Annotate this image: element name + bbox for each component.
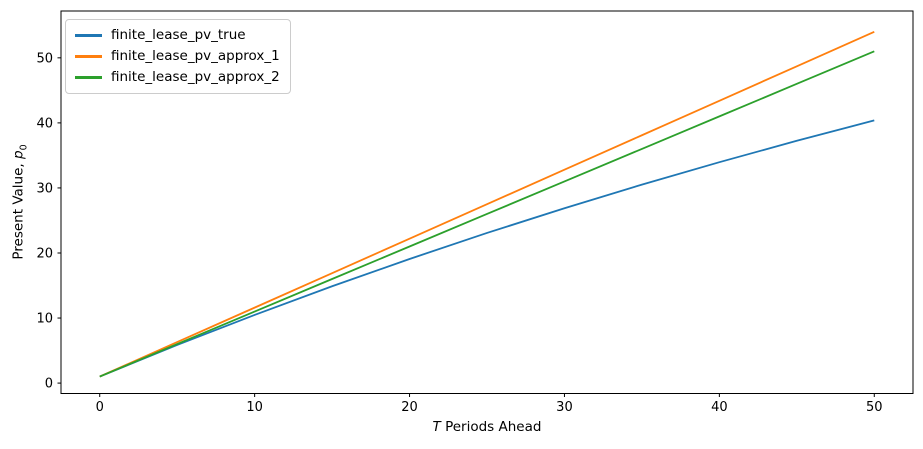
x-tick-label: 10 — [246, 400, 263, 415]
series-line-finite_lease_pv_true — [99, 119, 875, 378]
x-tick-label: 50 — [866, 400, 883, 415]
legend-label: finite_lease_pv_approx_2 — [111, 69, 280, 85]
legend-line-swatch — [75, 55, 102, 58]
y-tick-label: 20 — [36, 246, 53, 261]
y-tick-label: 0 — [45, 377, 53, 392]
legend-item-finite_lease_pv_approx_1: finite_lease_pv_approx_1 — [75, 46, 280, 67]
y-tick-label: 10 — [36, 312, 53, 327]
x-tick-label: 30 — [556, 400, 573, 415]
y-axis-label-subscript: 0 — [18, 144, 30, 151]
legend: finite_lease_pv_true finite_lease_pv_appr… — [65, 19, 291, 94]
y-axis-label-text: Present Value, — [10, 159, 27, 260]
y-axis-label: Present Value, p0 — [11, 144, 30, 259]
x-tick-label: 0 — [96, 400, 104, 415]
legend-line-swatch — [75, 34, 102, 37]
legend-item-finite_lease_pv_approx_2: finite_lease_pv_approx_2 — [75, 67, 280, 88]
series-line-finite_lease_pv_approx_2 — [99, 50, 875, 378]
y-tick-label: 50 — [36, 51, 53, 66]
y-axis-label-math: p — [10, 150, 27, 160]
y-tick-label: 30 — [36, 181, 53, 196]
x-axis-label: T Periods Ahead — [61, 419, 913, 435]
legend-item-finite_lease_pv_true: finite_lease_pv_true — [75, 25, 280, 46]
series-line-finite_lease_pv_approx_1 — [99, 30, 875, 378]
legend-label: finite_lease_pv_true — [111, 27, 246, 43]
x-axis-label-math: T — [432, 419, 441, 435]
y-tick-label: 40 — [36, 116, 53, 131]
legend-label: finite_lease_pv_approx_1 — [111, 48, 280, 64]
x-axis-label-text: Periods Ahead — [440, 419, 542, 435]
legend-line-swatch — [75, 76, 102, 79]
x-tick-label: 40 — [711, 400, 728, 415]
x-tick-label: 20 — [401, 400, 418, 415]
